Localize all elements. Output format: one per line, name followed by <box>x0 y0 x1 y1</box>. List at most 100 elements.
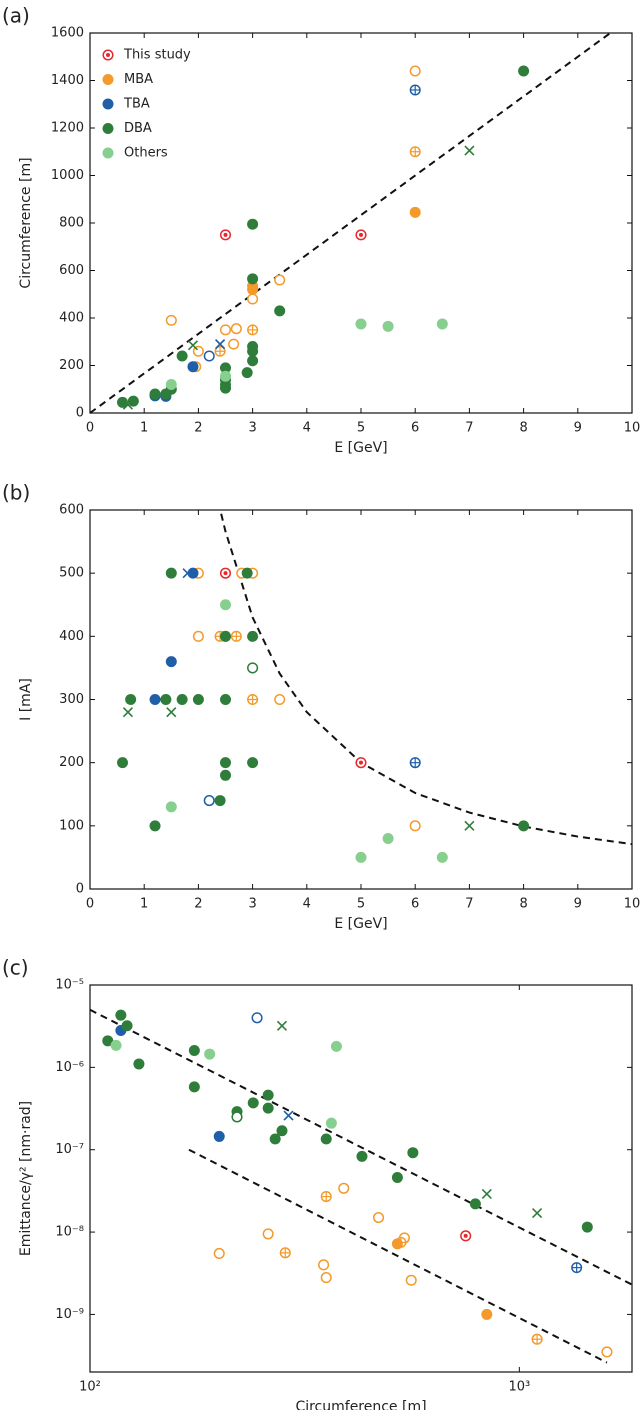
y-tick-label: 800 <box>59 216 84 231</box>
data-point <box>165 801 177 813</box>
marker-dot <box>409 206 421 218</box>
marker-cross <box>166 707 177 718</box>
marker-center <box>106 53 110 57</box>
data-point <box>187 340 199 351</box>
marker-dot <box>214 795 226 807</box>
marker-dot <box>247 630 259 642</box>
x-tick-label: 10³ <box>508 1380 530 1395</box>
data-point <box>355 318 367 330</box>
data-point <box>204 1048 216 1060</box>
x-tick-label: 7 <box>465 897 473 912</box>
data-point <box>601 1346 613 1358</box>
marker-dot <box>220 382 231 394</box>
marker-ring <box>165 314 177 326</box>
data-point <box>274 693 286 706</box>
y-tick-label: 1000 <box>51 168 84 183</box>
data-point <box>176 350 188 362</box>
data-point <box>436 318 448 330</box>
y-tick-label: 10⁻⁹ <box>55 1307 84 1322</box>
marker-dot <box>330 1040 342 1052</box>
data-point <box>355 229 367 241</box>
marker-dot <box>188 1081 200 1093</box>
data-point <box>247 218 259 230</box>
panel-label: (b) <box>2 481 30 505</box>
marker-ring <box>231 1111 243 1123</box>
data-point <box>220 599 231 611</box>
data-point <box>165 379 177 390</box>
data-point <box>251 1012 263 1024</box>
data-point <box>219 324 232 336</box>
data-point <box>247 630 259 642</box>
x-tick-label: 6 <box>411 421 419 436</box>
data-point <box>382 832 394 844</box>
x-tick-label: 8 <box>519 421 527 436</box>
data-point <box>531 1333 543 1345</box>
data-point <box>188 1045 200 1057</box>
marker-dot <box>127 395 139 407</box>
marker-dot <box>102 123 114 134</box>
data-point <box>176 694 188 705</box>
marker-dot <box>187 567 199 579</box>
data-point <box>247 662 259 674</box>
data-point <box>215 339 226 350</box>
data-point <box>187 361 199 373</box>
data-point <box>274 274 286 286</box>
marker-cross <box>215 339 226 350</box>
data-point <box>464 820 475 831</box>
marker-dot <box>220 769 231 781</box>
x-tick-label: 0 <box>86 421 94 436</box>
marker-dot <box>276 1125 288 1137</box>
marker-dot <box>165 567 177 579</box>
x-tick-label: 5 <box>357 897 365 912</box>
marker-dot <box>262 1102 274 1114</box>
data-point <box>125 694 137 705</box>
y-tick-label: 10⁻⁶ <box>55 1060 84 1075</box>
marker-ring <box>338 1182 350 1194</box>
marker-center <box>223 571 228 576</box>
legend-marker <box>102 147 114 159</box>
data-point <box>409 84 421 96</box>
marker-dot <box>204 1048 216 1060</box>
x-tick-label: 10² <box>79 1380 101 1395</box>
marker-dot <box>391 1238 403 1250</box>
marker-dot <box>192 694 204 705</box>
y-tick-label: 1200 <box>51 121 84 136</box>
data-point <box>247 273 259 285</box>
y-axis-title: Circumference [m] <box>18 157 34 288</box>
marker-dot <box>247 1097 259 1109</box>
y-tick-label: 200 <box>59 755 84 770</box>
marker-dot <box>117 757 129 769</box>
marker-dot <box>469 1198 481 1210</box>
marker-dot <box>325 1117 337 1129</box>
data-point <box>192 630 204 642</box>
data-point <box>117 396 129 408</box>
data-point <box>581 1221 593 1233</box>
marker-cross <box>122 707 134 718</box>
x-tick-label: 6 <box>411 897 419 912</box>
data-point <box>165 656 177 668</box>
marker-ring <box>409 820 421 832</box>
y-tick-label: 300 <box>59 692 84 707</box>
data-point <box>518 65 530 77</box>
marker-dot <box>518 820 530 832</box>
data-point <box>117 757 129 769</box>
marker-dot <box>355 851 367 863</box>
marker-dot <box>102 98 114 110</box>
fit-line <box>220 513 633 846</box>
data-point <box>203 350 215 362</box>
y-tick-label: 400 <box>59 629 84 644</box>
data-point <box>283 1110 294 1121</box>
data-point <box>436 851 448 863</box>
marker-cross <box>481 1188 492 1200</box>
data-point <box>338 1182 350 1194</box>
marker-dot <box>355 318 367 330</box>
data-point <box>405 1274 417 1286</box>
data-point <box>192 694 204 705</box>
marker-dot <box>241 567 253 579</box>
fit-line <box>89 1008 633 1286</box>
marker-dot <box>241 367 253 379</box>
marker-ring <box>192 630 204 642</box>
data-point <box>409 65 421 77</box>
y-tick-label: 0 <box>76 882 84 897</box>
